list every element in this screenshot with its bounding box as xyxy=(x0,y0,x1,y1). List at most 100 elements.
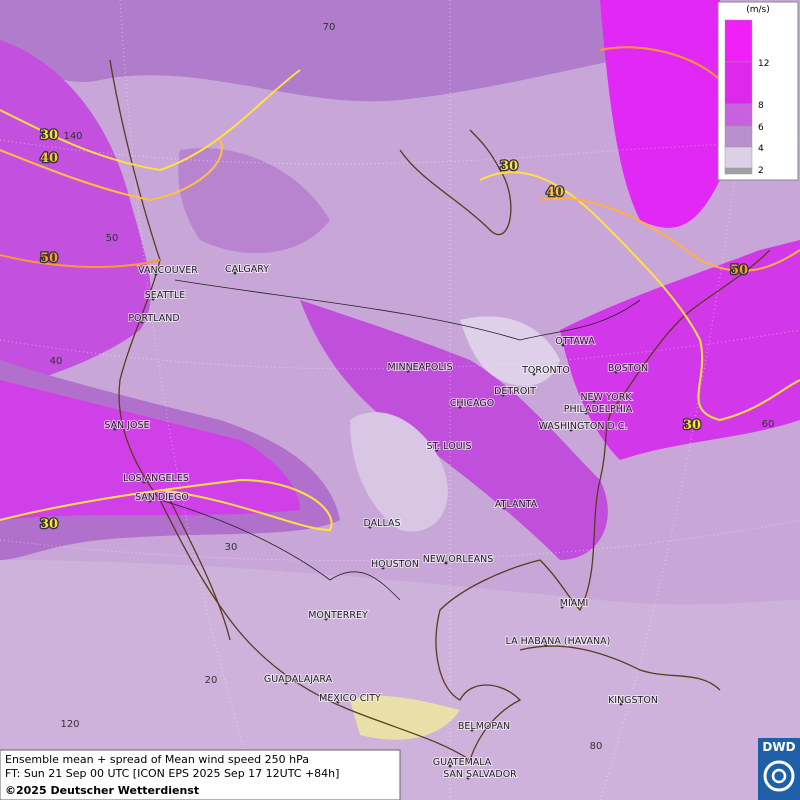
city-label: SEATTLE xyxy=(145,290,186,301)
isotachs xyxy=(0,46,800,532)
city-dot xyxy=(368,525,372,529)
legend-swatch xyxy=(724,125,753,149)
legend-unit: (m/s) xyxy=(746,5,770,15)
city-dot xyxy=(406,369,410,373)
legend-label: 8 xyxy=(758,101,764,111)
city-label: BELMOPAN xyxy=(458,721,510,732)
city-label: PORTLAND xyxy=(128,313,179,324)
city-dot xyxy=(560,605,564,609)
contour-label: 30 xyxy=(500,159,518,174)
city-dot xyxy=(324,617,328,621)
city-dot xyxy=(470,728,474,732)
city-label: LOS ANGELES xyxy=(123,473,189,484)
city-dot xyxy=(284,681,288,685)
logo-swirl-inner xyxy=(771,768,787,784)
legend-label: 4 xyxy=(758,144,764,154)
footer-forecast: FT: Sun 21 Sep 00 UTC [ICON EPS 2025 Sep… xyxy=(5,767,339,780)
city-dot xyxy=(592,399,596,403)
graticule-label: 70 xyxy=(323,22,336,33)
footer-copyright: ©2025 Deutscher Wetterdienst xyxy=(5,784,199,797)
contour-label: 50 xyxy=(730,263,748,278)
city-label: MIAMI xyxy=(560,598,589,609)
city-dot xyxy=(458,405,462,409)
legend-swatch xyxy=(724,61,753,105)
legend: (m/s) 12 8 6 4 2 xyxy=(717,1,799,181)
city-dot xyxy=(336,700,340,704)
city-label: WASHINGTON D.C. xyxy=(539,421,628,432)
city-dot xyxy=(142,480,146,484)
city-label: ST. LOUIS xyxy=(427,441,472,452)
legend-swatch xyxy=(724,167,753,175)
city-label: DALLAS xyxy=(364,518,401,529)
city-label: GUATEMALA xyxy=(433,757,492,768)
logo-text: DWD xyxy=(762,740,795,754)
legend-swatch xyxy=(724,146,753,170)
city-label: NEW YORK xyxy=(580,392,632,403)
legend-label: 12 xyxy=(758,59,769,69)
city-label: KINGSTON xyxy=(608,695,658,706)
logo-swirl xyxy=(763,760,795,792)
city-dot xyxy=(501,393,505,397)
coastlines xyxy=(109,59,771,761)
city-label: MEXICO CITY xyxy=(319,693,381,704)
city-dot xyxy=(113,427,117,431)
city-dot xyxy=(532,372,536,376)
legend-label: 6 xyxy=(758,123,764,133)
city-label: GUADALAJARA xyxy=(264,674,333,685)
city-dot xyxy=(151,297,155,301)
city-dot xyxy=(444,561,448,565)
city-dot xyxy=(381,566,385,570)
city-dot xyxy=(466,776,470,780)
contour-label: 30 xyxy=(683,418,701,433)
graticule-label: 20 xyxy=(205,675,218,686)
footer-box xyxy=(0,749,401,800)
city-dot xyxy=(435,448,439,452)
city-dot xyxy=(569,428,573,432)
city-label: HOUSTON xyxy=(371,559,419,570)
graticule-label: 80 xyxy=(590,741,603,752)
city-dot xyxy=(544,643,548,647)
city-dot xyxy=(614,370,618,374)
graticule-label: 50 xyxy=(106,233,119,244)
city-label: OTTAWA xyxy=(555,336,595,347)
labels: VANCOUVER CALGARY SEATTLE PORTLAND SAN JOSE L… xyxy=(39,22,775,781)
graticule-label: 60 xyxy=(762,419,775,430)
city-label: SAN DIEGO xyxy=(135,492,189,503)
city-label: BOSTON xyxy=(608,363,648,374)
city-label: CHICAGO xyxy=(450,398,494,409)
footer-title: Ensemble mean + spread of Mean wind spee… xyxy=(5,753,309,766)
contour-label: 40 xyxy=(546,185,564,200)
contour-label: 30 xyxy=(40,517,58,532)
city-label: SAN SALVADOR xyxy=(443,769,517,780)
city-label: PHILADELPHIA xyxy=(564,404,633,415)
city-dot xyxy=(502,506,506,510)
city-label: LA HABANA (HAVANA) xyxy=(506,636,611,647)
city-dot xyxy=(584,411,588,415)
city-dot xyxy=(561,343,565,347)
city-label: VANCOUVER xyxy=(138,265,198,276)
city-label: MINNEAPOLIS xyxy=(387,362,452,373)
city-label: CALGARY xyxy=(225,264,269,275)
legend-label: 2 xyxy=(758,166,764,176)
city-label: MONTERREY xyxy=(308,610,368,621)
city-label: SAN JOSE xyxy=(104,420,149,431)
city-dot xyxy=(140,320,144,324)
graticule-label: 120 xyxy=(60,719,79,730)
city-dot xyxy=(619,702,623,706)
legend-swatch xyxy=(724,103,753,127)
city-dot xyxy=(148,499,152,503)
city-dot xyxy=(448,764,452,768)
contour-label: 30 xyxy=(40,128,58,143)
city-label: ATLANTA xyxy=(495,499,538,510)
city-label: NEW ORLEANS xyxy=(423,554,494,565)
legend-swatch xyxy=(724,19,753,63)
contour-label: 40 xyxy=(40,151,58,166)
graticule-label: 140 xyxy=(63,131,82,142)
city-dot xyxy=(154,272,158,276)
graticule-label: 30 xyxy=(225,542,238,553)
city-label: TORONTO xyxy=(521,365,570,376)
contour-label: 50 xyxy=(40,251,58,266)
city-label: DETROIT xyxy=(494,386,536,397)
city-dot xyxy=(233,271,237,275)
